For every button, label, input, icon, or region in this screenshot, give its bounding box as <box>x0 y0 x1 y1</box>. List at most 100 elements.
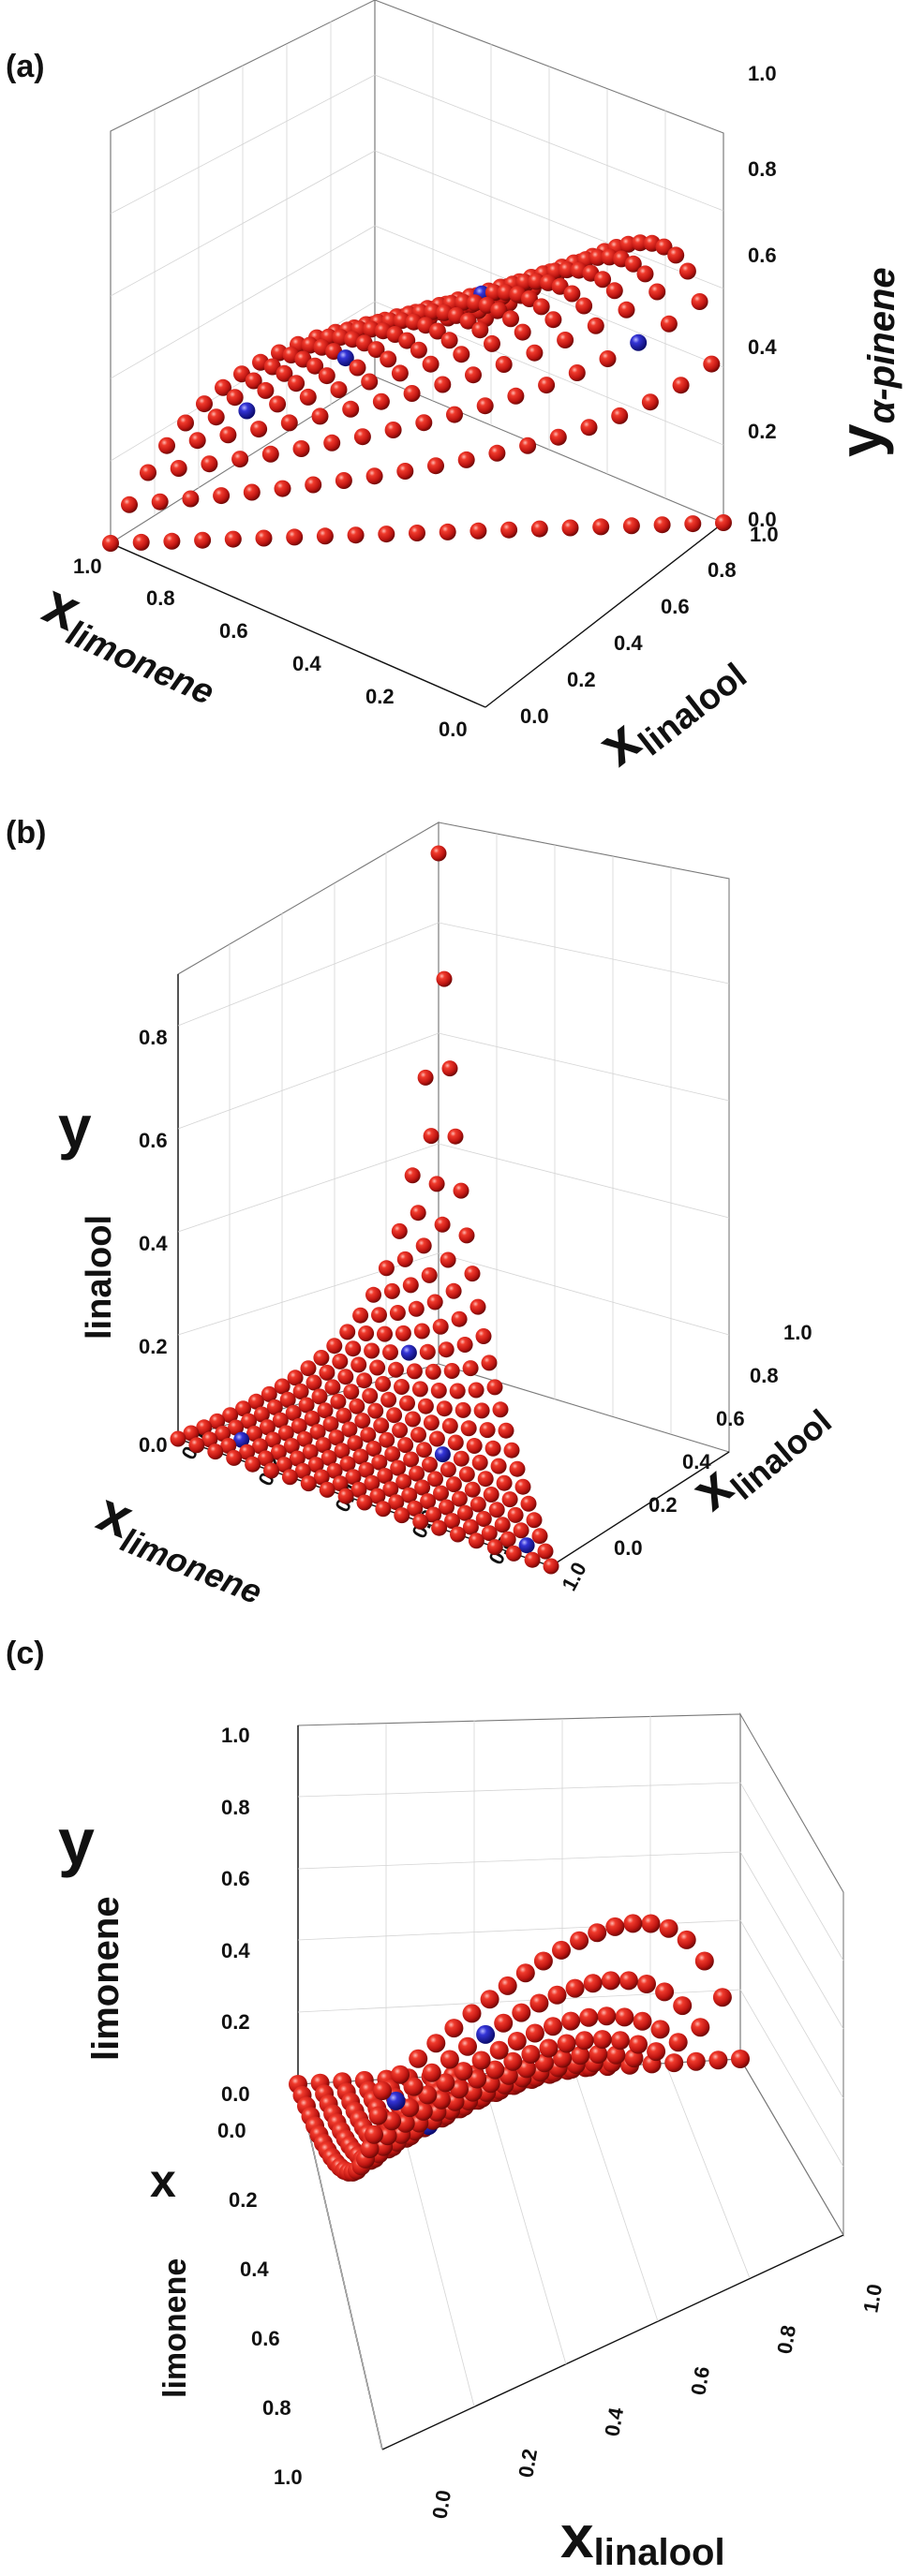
data-point <box>386 1407 403 1424</box>
data-point <box>219 426 237 444</box>
data-point <box>445 1476 462 1493</box>
data-point <box>392 1422 409 1439</box>
panel-a-y-tick: 0.2 <box>567 668 596 691</box>
panel-b-y-tick: 0.8 <box>750 1364 779 1387</box>
data-point <box>345 1340 362 1357</box>
data-point <box>453 1182 469 1199</box>
panel-c-x-tick: 0.4 <box>600 2406 628 2438</box>
data-point <box>520 1495 537 1512</box>
data-point <box>531 1528 548 1545</box>
data-point <box>533 1951 553 1971</box>
data-point <box>391 2065 410 2084</box>
data-point <box>132 533 150 551</box>
panel-a-y-tick: 0.6 <box>661 595 690 618</box>
data-point <box>451 1490 468 1507</box>
data-point <box>686 2051 706 2071</box>
data-point <box>524 1551 541 1568</box>
panel-c-x-ticks: 0.0 0.2 0.4 0.6 0.8 1.0 <box>427 2282 887 2520</box>
data-point <box>460 1420 477 1437</box>
data-point <box>426 1294 443 1310</box>
data-point <box>177 414 194 432</box>
data-point <box>369 1488 386 1504</box>
data-point <box>411 1381 428 1398</box>
panel-c-y-title: x <box>150 2154 176 2207</box>
data-point <box>484 334 500 352</box>
data-point <box>201 1431 218 1448</box>
data-point <box>320 1449 337 1466</box>
panel-c-z-tick: 0.8 <box>221 1796 250 1819</box>
panel-b-z-tick: 0.0 <box>139 1433 168 1457</box>
data-point <box>691 2018 710 2037</box>
data-point <box>396 463 414 480</box>
data-point <box>660 315 678 333</box>
data-point <box>623 1914 643 1933</box>
data-point <box>494 2013 514 2033</box>
data-point <box>264 1431 281 1448</box>
data-point <box>526 1512 543 1529</box>
data-point <box>503 2051 523 2071</box>
data-point <box>436 1400 453 1417</box>
data-point <box>235 1400 251 1417</box>
data-point <box>364 1474 380 1491</box>
data-point <box>413 1323 430 1340</box>
data-point <box>259 1419 276 1436</box>
data-point <box>408 1300 425 1317</box>
data-point <box>358 1461 375 1478</box>
data-point <box>299 388 317 406</box>
data-point <box>492 1401 509 1418</box>
data-point <box>498 1976 517 1995</box>
data-point <box>292 440 310 457</box>
panel-c-z-tick: 0.6 <box>221 1867 250 1890</box>
panel-a-y-tick: 0.8 <box>708 558 737 582</box>
data-point <box>443 1363 460 1379</box>
data-point <box>468 2069 487 2089</box>
data-point <box>404 1167 421 1184</box>
data-point <box>466 1438 483 1454</box>
data-point <box>539 2038 559 2058</box>
data-point <box>367 1402 384 1419</box>
data-point <box>434 1216 451 1233</box>
data-point <box>428 1430 445 1447</box>
panel-c: (c) 1.0 <box>6 1636 887 2573</box>
data-point <box>226 389 244 407</box>
data-point <box>500 521 518 539</box>
data-point <box>410 1427 426 1443</box>
data-point <box>365 467 383 485</box>
data-point <box>410 1205 426 1221</box>
data-point <box>425 1363 441 1380</box>
panel-c-y-tick: 1.0 <box>274 2465 303 2489</box>
data-point <box>401 1487 418 1503</box>
data-point <box>350 1481 367 1498</box>
data-point <box>594 271 612 289</box>
data-point <box>403 1451 420 1468</box>
data-point <box>255 529 273 547</box>
data-point <box>239 1443 256 1460</box>
data-point <box>471 321 489 339</box>
data-point <box>525 2023 544 2043</box>
panel-b-y-tick: 0.6 <box>716 1407 745 1430</box>
data-point <box>484 284 502 302</box>
data-point <box>287 1369 304 1386</box>
panel-a-z-tick: 0.0 <box>748 508 777 531</box>
panel-b-y-tick: 0.4 <box>682 1450 711 1473</box>
data-point <box>529 1993 549 2013</box>
data-point <box>196 395 213 413</box>
data-point <box>163 532 181 550</box>
panel-a-z-ticks: 1.0 0.8 0.6 0.4 0.2 0.0 <box>748 62 777 531</box>
data-point <box>433 1485 449 1502</box>
panel-b-x-title: xlimonene <box>87 1480 279 1611</box>
panel-a-y-tick: 0.4 <box>614 631 643 655</box>
data-point <box>270 1443 287 1460</box>
data-point <box>496 1474 513 1491</box>
data-point <box>632 234 649 252</box>
data-point <box>512 2003 531 2022</box>
data-point <box>415 1237 432 1254</box>
data-point <box>353 428 371 446</box>
highlight-point <box>336 349 354 367</box>
panel-b-x-tick: 1.0 <box>557 1559 590 1595</box>
data-point <box>245 1456 261 1473</box>
data-point <box>703 355 721 373</box>
data-point <box>201 455 218 473</box>
data-point <box>489 2040 509 2060</box>
data-point <box>261 1385 277 1402</box>
